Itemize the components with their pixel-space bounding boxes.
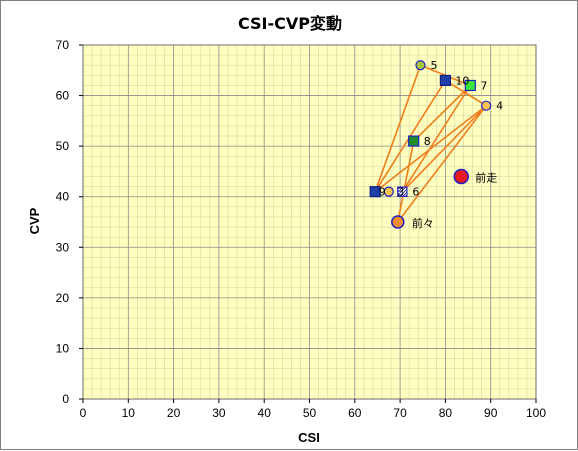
x-tick-label: 10 [122,406,136,420]
data-points [369,60,492,229]
data-point-10 [439,74,451,87]
y-tick-label: 50 [56,139,70,153]
x-tick-label: 20 [167,406,181,420]
y-tick-label: 10 [56,341,70,355]
x-tick-label: 0 [80,406,87,420]
data-point-4 [481,100,492,111]
y-tick-label: 60 [56,89,70,103]
data-point-9 [383,186,394,197]
data-point-8 [408,135,420,147]
chart-title: CSI-CVP変動 [238,14,342,33]
point-label: 8 [424,135,431,148]
x-tick-label: 30 [212,406,226,420]
x-tick-label: 40 [258,406,272,420]
point-label: 前走 [475,170,497,184]
y-axis-ticks: 0 10 20 30 40 50 60 70 [56,38,83,406]
data-point-前走 [453,168,470,185]
x-tick-label: 60 [348,406,362,420]
point-label: 4 [496,100,503,113]
x-tick-label: 50 [303,406,317,420]
point-label: 前々 [412,216,434,230]
data-point-7 [464,79,476,92]
y-tick-label: 20 [56,291,70,305]
data-point-6 [397,186,408,197]
x-tick-label: 100 [526,406,546,420]
data-point-前々 [391,215,405,229]
point-label: 9 [379,186,386,199]
point-label: 3 [397,186,404,199]
point-label: 5 [430,59,437,72]
y-axis-title: CVP [27,207,42,234]
data-point-5 [415,60,426,71]
data-point [369,186,381,198]
x-axis-title: CSI [298,430,320,445]
point-label: 10 [455,74,469,87]
y-tick-label: 70 [56,38,70,52]
x-tick-label: 80 [439,406,453,420]
y-tick-label: 40 [56,190,70,204]
point-label: 7 [480,79,487,92]
minor-gridlines [83,45,536,399]
y-tick-label: 0 [62,392,69,406]
x-tick-label: 70 [393,406,407,420]
x-tick-label: 90 [484,406,498,420]
point-label: 6 [412,186,419,199]
x-axis-ticks: 0 10 20 30 40 50 60 70 80 90 100 [80,399,546,420]
y-tick-label: 30 [56,240,70,254]
